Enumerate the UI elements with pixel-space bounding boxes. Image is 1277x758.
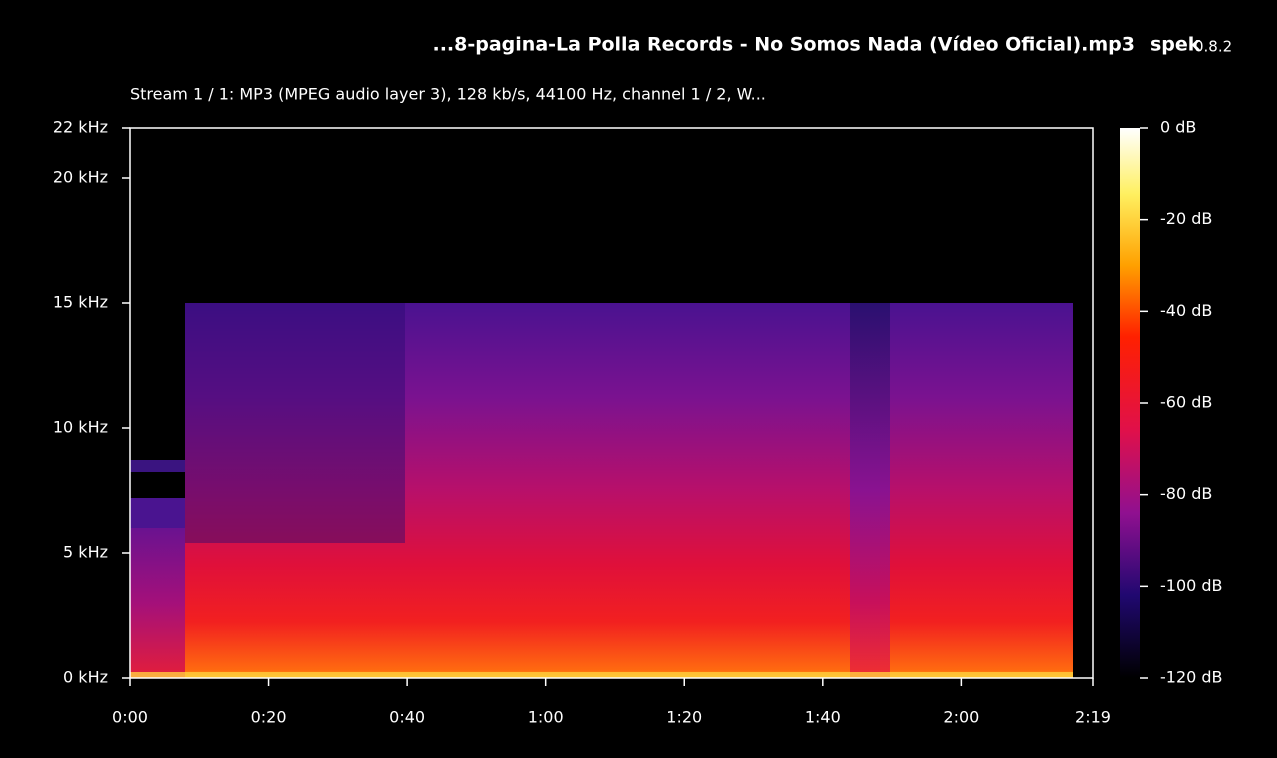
- app-version: 0.8.2: [1194, 38, 1232, 56]
- spek-window: ...8-pagina-La Polla Records - No Somos …: [0, 0, 1277, 758]
- x-tick-label: 0:00: [112, 708, 148, 727]
- x-tick-label: 2:00: [943, 708, 979, 727]
- colorbar: [1120, 128, 1140, 678]
- x-tick-label: 1:20: [666, 708, 702, 727]
- colorbar-tick-label: -120 dB: [1160, 668, 1223, 687]
- colorbar-tick-label: -40 dB: [1160, 301, 1212, 320]
- x-tick-label: 0:40: [389, 708, 425, 727]
- y-tick-label: 10 kHz: [53, 418, 108, 437]
- spectrogram-band: [130, 460, 185, 472]
- colorbar-tick-label: 0 dB: [1160, 118, 1196, 137]
- colorbar-tick-label: -20 dB: [1160, 209, 1212, 228]
- spectrogram-bass: [130, 672, 1073, 678]
- y-tick-label: 0 kHz: [63, 668, 108, 687]
- x-tick-label: 0:20: [251, 708, 287, 727]
- x-tick-label: 1:40: [805, 708, 841, 727]
- x-tick-label: 2:19: [1075, 708, 1111, 727]
- spectrogram-shade: [185, 303, 405, 543]
- page: ...8-pagina-La Polla Records - No Somos …: [0, 0, 1277, 758]
- spectrogram-band: [130, 498, 185, 528]
- colorbar-tick-label: -80 dB: [1160, 484, 1212, 503]
- stream-info: Stream 1 / 1: MP3 (MPEG audio layer 3), …: [130, 85, 766, 104]
- y-tick-label: 22 kHz: [53, 118, 108, 137]
- x-tick-label: 1:00: [528, 708, 564, 727]
- colorbar-tick-label: -60 dB: [1160, 393, 1212, 412]
- spectrogram-intro: [130, 528, 185, 678]
- y-tick-label: 20 kHz: [53, 168, 108, 187]
- spectrogram-quiet: [850, 303, 890, 678]
- file-title: ...8-pagina-La Polla Records - No Somos …: [433, 34, 1136, 56]
- spectrogram: [130, 303, 1073, 678]
- colorbar-tick-label: -100 dB: [1160, 576, 1223, 595]
- y-tick-label: 5 kHz: [63, 543, 108, 562]
- y-tick-label: 15 kHz: [53, 293, 108, 312]
